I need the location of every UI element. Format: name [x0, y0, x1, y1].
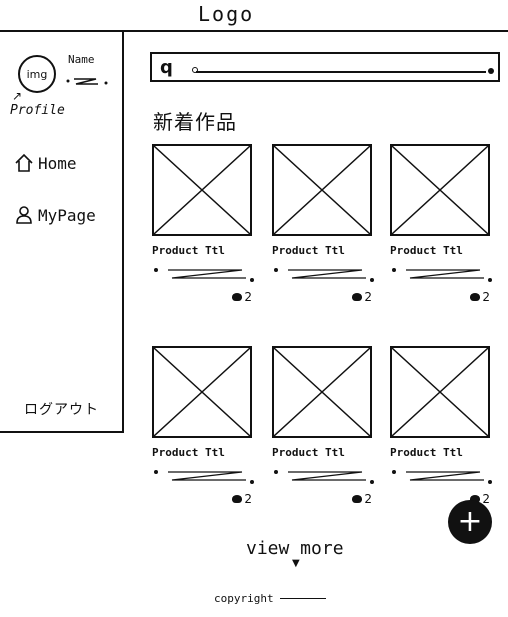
image-placeholder-icon	[390, 144, 490, 236]
product-title: Product Ttl	[152, 244, 225, 257]
comment-count: 2	[232, 492, 252, 506]
product-card[interactable]: Product Ttl 2	[390, 144, 494, 314]
home-icon	[15, 153, 33, 172]
user-name-label: Name	[68, 53, 95, 66]
chevron-down-icon: ▼	[292, 558, 300, 569]
sidebar-item-home[interactable]: Home	[14, 153, 77, 173]
product-card[interactable]: Product Ttl 2	[152, 346, 256, 516]
product-meta-placeholder	[392, 268, 492, 282]
product-title: Product Ttl	[390, 244, 463, 257]
product-title: Product Ttl	[272, 446, 345, 459]
product-title: Product Ttl	[390, 446, 463, 459]
sidebar-item-label: MyPage	[38, 205, 96, 225]
sidebar-item-label: Home	[38, 153, 77, 173]
image-placeholder-icon	[152, 346, 252, 438]
comment-count: 2	[470, 290, 490, 304]
product-card[interactable]: Product Ttl 2	[390, 346, 494, 516]
avatar[interactable]: img	[18, 55, 56, 93]
logout-button[interactable]: ログアウト	[24, 402, 99, 418]
product-card[interactable]: Product Ttl 2	[272, 346, 376, 516]
product-title: Product Ttl	[152, 446, 225, 459]
product-title: Product Ttl	[272, 244, 345, 257]
product-meta-placeholder	[274, 268, 374, 282]
avatar-label: img	[26, 67, 48, 81]
sidebar: img Name ↗ Profile Home MyPage ログアウト	[0, 31, 124, 433]
image-placeholder-icon	[272, 346, 372, 438]
profile-arrow-icon: ↗	[12, 89, 23, 103]
comment-icon	[352, 495, 363, 503]
search-placeholder-line	[196, 71, 486, 73]
header-divider	[0, 30, 508, 32]
product-meta-placeholder	[274, 470, 374, 484]
comment-count: 2	[470, 492, 490, 506]
section-title: 新着作品	[153, 110, 237, 134]
comment-icon	[352, 293, 363, 301]
product-meta-placeholder	[392, 470, 492, 484]
product-card[interactable]: Product Ttl 2	[272, 144, 376, 314]
image-placeholder-icon	[152, 144, 252, 236]
copyright-text: copyright	[214, 592, 274, 605]
product-meta-placeholder	[154, 470, 254, 484]
search-placeholder-start	[192, 67, 198, 73]
comment-count: 2	[232, 290, 252, 304]
user-name-placeholder	[66, 78, 108, 85]
sidebar-item-mypage[interactable]: MyPage	[14, 205, 96, 225]
image-placeholder-icon	[272, 144, 372, 236]
plus-icon: +	[457, 504, 483, 539]
comment-icon	[232, 293, 243, 301]
product-card[interactable]: Product Ttl 2	[152, 144, 256, 314]
comment-count: 2	[352, 492, 372, 506]
search-placeholder-end	[488, 68, 494, 74]
footer-copyright: copyright	[214, 592, 326, 605]
add-button[interactable]: +	[448, 500, 492, 544]
profile-label: Profile	[10, 103, 65, 118]
view-more-link[interactable]: view more	[246, 538, 344, 559]
product-meta-placeholder	[154, 268, 254, 282]
logo[interactable]: Logo	[198, 2, 255, 26]
user-icon	[16, 206, 32, 224]
image-placeholder-icon	[390, 346, 490, 438]
copyright-placeholder-line	[279, 598, 326, 599]
comment-icon	[232, 495, 243, 503]
comment-icon	[470, 293, 481, 301]
comment-count: 2	[352, 290, 372, 304]
search-icon: q	[160, 57, 173, 78]
comment-icon	[470, 495, 481, 503]
search-input[interactable]: q	[150, 52, 500, 82]
